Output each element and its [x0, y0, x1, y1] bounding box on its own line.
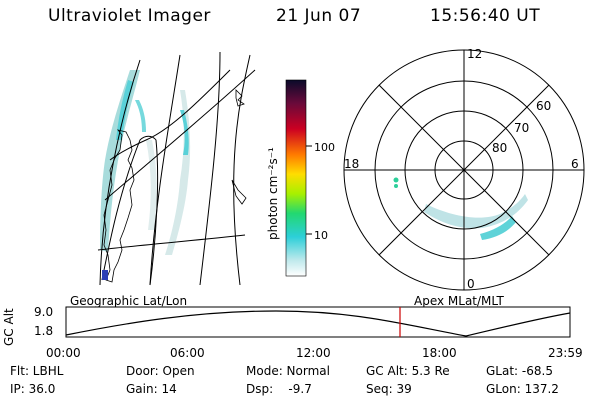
footer-ip: IP: 36.0 [10, 382, 56, 396]
gc-alt-curve [65, 310, 571, 337]
mlt-label-18: 18 [344, 157, 359, 171]
geographic-projection-label: Geographic Lat/Lon [70, 294, 188, 308]
geo-grid [97, 51, 256, 286]
colorbar: 100 10 [285, 79, 335, 277]
mlt-label-6: 6 [571, 157, 579, 171]
gc-alt-xtick-1800: 18:00 [422, 346, 457, 360]
footer-seq: Seq: 39 [366, 382, 412, 396]
lat-label-60: 60 [536, 99, 551, 113]
apex-projection-label: Apex MLat/MLT [414, 294, 504, 308]
footer-gain: Gain: 14 [126, 382, 177, 396]
gc-alt-plot [65, 306, 571, 338]
footer-glat: GLat: -68.5 [486, 364, 553, 378]
gc-alt-xtick-0000: 00:00 [46, 346, 81, 360]
lat-label-80: 80 [492, 141, 507, 155]
gc-alt-axis-label: GC Alt [2, 308, 16, 346]
mlt-label-12: 12 [467, 47, 482, 61]
polar-grid [343, 49, 585, 291]
lat-label-70: 70 [514, 121, 529, 135]
colorbar-unit-label: photon cm⁻²s⁻¹ [266, 147, 280, 240]
observation-time: 15:56:40 UT [430, 6, 541, 26]
gc-alt-xtick-2359: 23:59 [548, 346, 583, 360]
gc-alt-xtick-0600: 06:00 [170, 346, 205, 360]
app-title: Ultraviolet Imager [48, 6, 211, 26]
mlt-label-0: 0 [467, 277, 475, 291]
footer-glon: GLon: 137.2 [486, 382, 559, 396]
footer-dsp: Dsp: -9.7 [246, 382, 312, 396]
geographic-image-panel [97, 51, 256, 286]
footer-door: Door: Open [126, 364, 195, 378]
gc-alt-ytick-max: 9.0 [34, 305, 54, 319]
footer-mode: Mode: Normal [246, 364, 330, 378]
colorbar-tick-10: 10 [314, 229, 328, 242]
gc-alt-xtick-1200: 12:00 [296, 346, 331, 360]
colorbar-tick-100: 100 [314, 141, 335, 154]
observation-date: 21 Jun 07 [276, 6, 362, 26]
footer-gc-alt: GC Alt: 5.3 Re [366, 364, 450, 378]
gc-alt-ytick-min: 1.8 [34, 324, 54, 338]
polar-emission [393, 177, 528, 240]
polar-mlt-plot: 12 6 0 18 60 70 80 [343, 47, 585, 291]
footer-filter: Flt: LBHL [10, 364, 64, 378]
